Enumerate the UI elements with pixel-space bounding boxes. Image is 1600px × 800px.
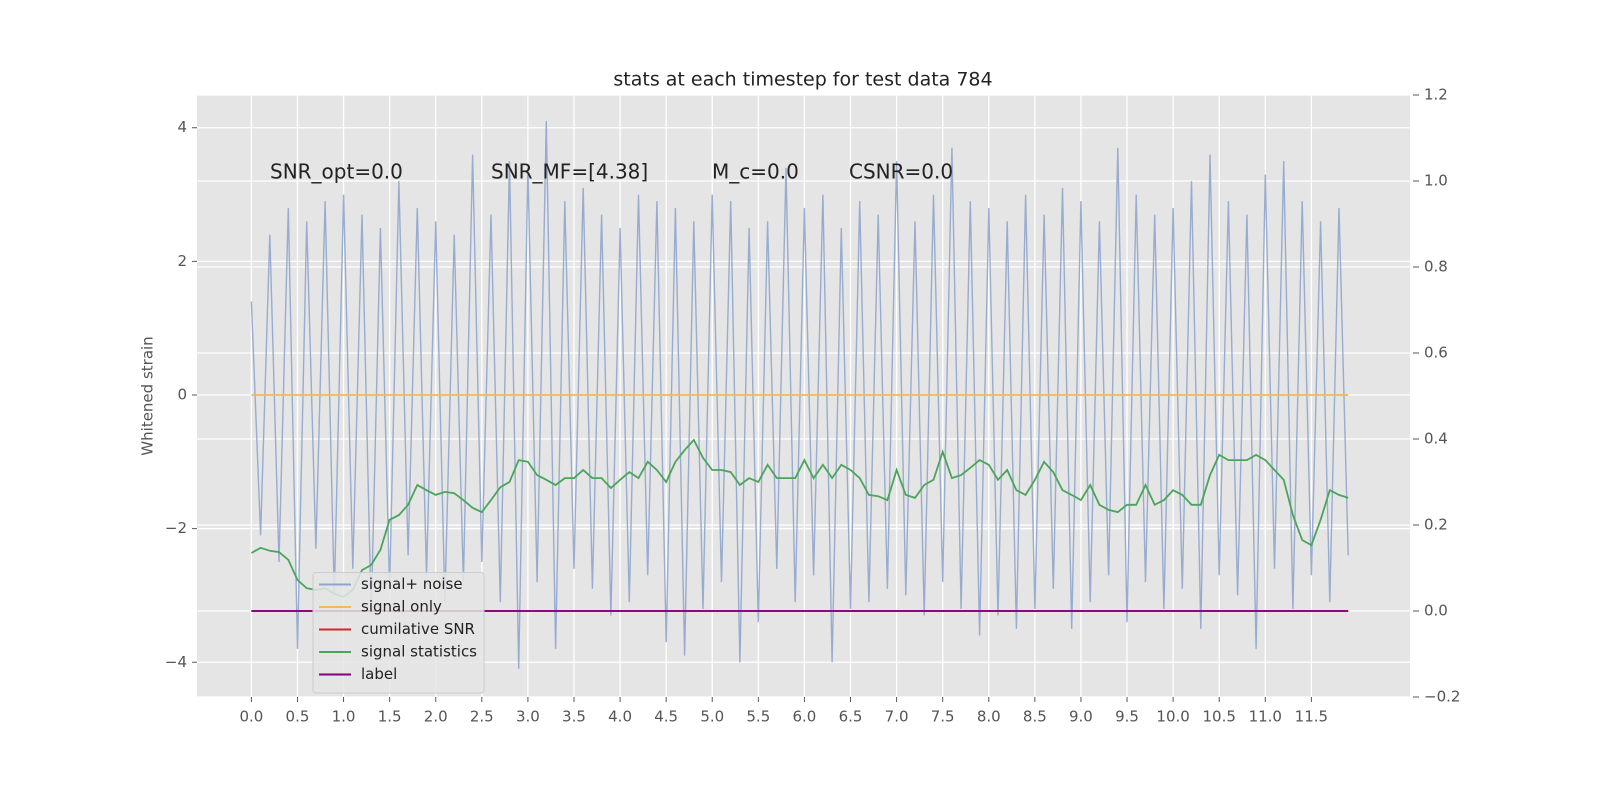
x-tick-label: 10.0 [1156,708,1189,726]
legend-label: signal+ noise [361,575,463,593]
y2-tick-label: 0.0 [1424,602,1448,620]
x-tick-label: 11.5 [1295,708,1328,726]
x-tick-label: 6.0 [792,708,816,726]
x-tick-label: 9.0 [1069,708,1093,726]
x-tick-label: 10.5 [1202,708,1235,726]
x-tick-label: 9.5 [1115,708,1139,726]
y-tick-label: 0 [177,385,187,403]
annotation: SNR_MF=[4.38] [491,160,648,184]
chart-title: stats at each timestep for test data 784 [613,69,992,91]
series-line [250,121,1349,669]
y-tick-label: 4 [177,118,187,136]
annotation: CSNR=0.0 [849,160,953,184]
x-tick-label: 11.0 [1249,708,1282,726]
y2-tick-label: 0.4 [1424,430,1448,448]
y-tick-label: −4 [165,653,187,671]
x-tick-label: 4.0 [608,708,632,726]
x-tick-label: 8.5 [1023,708,1047,726]
x-tick-label: 8.0 [977,708,1001,726]
y-tick-label: 2 [177,252,187,270]
y2-tick-label: 1.0 [1424,172,1448,190]
legend-label: label [361,665,397,683]
legend-box [312,572,485,694]
legend-label: signal statistics [361,643,477,661]
x-tick-label: 6.5 [839,708,863,726]
x-tick-label: 4.5 [654,708,678,726]
annotation: M_c=0.0 [712,160,799,184]
x-tick-label: 0.0 [239,708,263,726]
legend: signal+ noise signal only cumilative SNR si… [312,572,485,694]
legend-label: cumilative SNR [361,620,475,638]
x-tick-label: 2.0 [424,708,448,726]
legend-label: signal only [361,598,442,616]
axes: 0.0 0.5 1.0 1.5 2.0 2.5 3.0 3.5 4.0 4.5 5.0 5.5 6.0 6… [165,86,1461,726]
y2-tick-label: 0.2 [1424,516,1448,534]
x-tick-label: 5.5 [746,708,770,726]
x-tick-label: 7.0 [885,708,909,726]
y-axis-label: Whitened strain [139,336,157,455]
x-tick-label: 3.5 [562,708,586,726]
y2-tick-label: 0.6 [1424,344,1448,362]
y2-tick-label: 0.8 [1424,258,1448,276]
annotation: SNR_opt=0.0 [270,160,403,184]
x-tick-label: 3.0 [516,708,540,726]
y2-tick-label: −0.2 [1424,688,1460,706]
y2-tick-label: 1.2 [1424,86,1448,104]
y-tick-label: −2 [165,519,187,537]
x-tick-label: 7.5 [931,708,955,726]
x-tick-label: 5.0 [700,708,724,726]
series-line [250,438,1349,598]
x-tick-label: 2.5 [470,708,494,726]
x-tick-label: 1.5 [378,708,402,726]
x-tick-label: 1.0 [332,708,356,726]
x-tick-label: 0.5 [286,708,310,726]
